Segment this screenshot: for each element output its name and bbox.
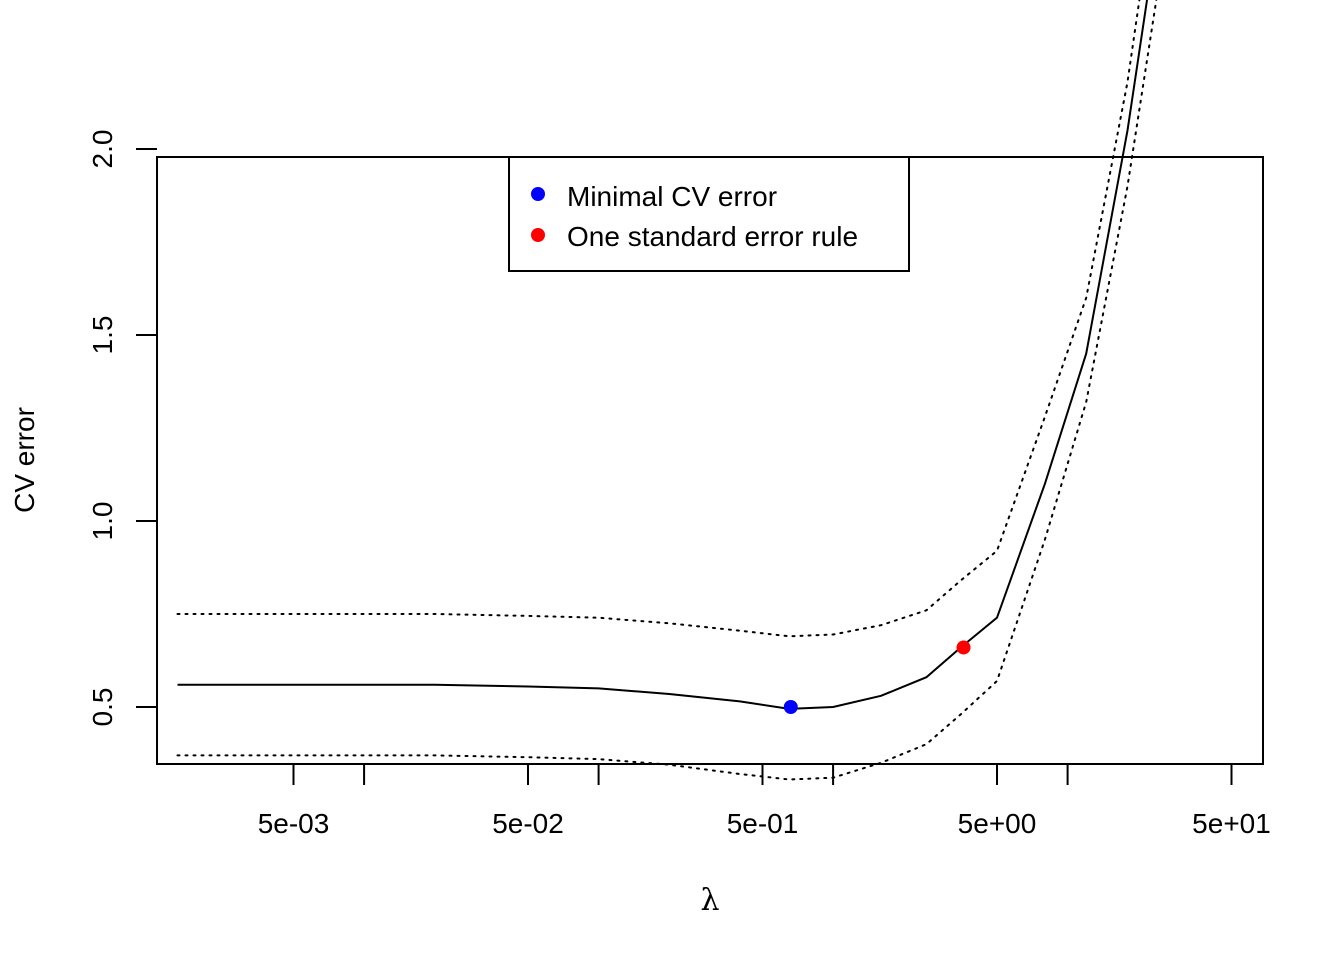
x-tick-label: 5e+00 xyxy=(958,808,1037,839)
x-tick-label: 5e+01 xyxy=(1192,808,1271,839)
y-tick-label: 0.5 xyxy=(87,688,118,727)
x-tick-label: 5e-01 xyxy=(727,808,799,839)
y-axis-label: CV error xyxy=(9,407,40,513)
legend-marker-minimal-cv xyxy=(531,187,545,201)
minimal-cv-point xyxy=(783,700,798,714)
points-layer xyxy=(783,640,971,714)
legend: Minimal CV error One standard error rule xyxy=(508,156,910,272)
one-se-point xyxy=(956,640,971,655)
legend-label-minimal-cv: Minimal CV error xyxy=(567,181,777,212)
x-axis: 5e-03 5e-02 5e-01 5e+00 5e+01 xyxy=(258,763,1271,839)
legend-box xyxy=(508,156,910,272)
x-axis-label: λ xyxy=(700,883,719,918)
legend-label-one-se: One standard error rule xyxy=(567,221,858,252)
y-tick-label: 2.0 xyxy=(87,130,118,169)
legend-marker-one-se xyxy=(531,228,545,242)
x-tick-label: 5e-02 xyxy=(492,808,564,839)
y-tick-label: 1.5 xyxy=(87,316,118,355)
y-axis: 0.51.01.52.02.53.0 xyxy=(87,130,158,727)
y-tick-label: 1.0 xyxy=(87,502,118,541)
cv-error-upper-band xyxy=(176,0,1141,638)
cv-error-lower-band xyxy=(176,0,1158,781)
cv-error-mean-line xyxy=(177,0,1149,710)
x-tick-label: 5e-03 xyxy=(258,808,330,839)
series-layer xyxy=(176,0,1158,781)
